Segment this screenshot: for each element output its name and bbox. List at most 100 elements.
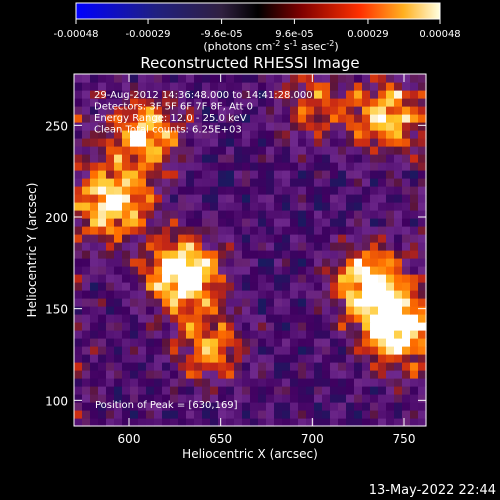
heatmap-cell bbox=[330, 170, 339, 179]
heatmap-cell bbox=[138, 90, 147, 99]
heatmap-cell bbox=[146, 82, 155, 91]
heatmap-cell bbox=[234, 194, 243, 203]
heatmap-cell bbox=[258, 202, 267, 211]
heatmap-cell bbox=[322, 242, 331, 251]
heatmap-cell bbox=[354, 98, 363, 107]
heatmap-cell bbox=[250, 378, 259, 387]
heatmap-cell bbox=[234, 146, 243, 155]
heatmap-cell bbox=[322, 218, 331, 227]
heatmap-cell bbox=[362, 410, 371, 419]
heatmap-cell bbox=[354, 378, 363, 387]
heatmap-cell bbox=[266, 82, 275, 91]
heatmap-cell bbox=[186, 82, 195, 91]
heatmap-cell bbox=[330, 146, 339, 155]
heatmap-cell bbox=[170, 170, 179, 179]
heatmap-cell bbox=[146, 258, 155, 267]
heatmap-cell bbox=[330, 234, 339, 243]
heatmap-cell bbox=[338, 98, 347, 107]
heatmap-cell bbox=[298, 234, 307, 243]
heatmap-cell bbox=[250, 98, 259, 107]
heatmap-cell bbox=[130, 370, 139, 379]
heatmap-cell bbox=[378, 362, 387, 371]
heatmap-cell bbox=[210, 290, 219, 299]
heatmap-cell bbox=[290, 162, 299, 171]
heatmap-cell bbox=[170, 250, 179, 259]
heatmap-cell bbox=[346, 386, 355, 395]
heatmap-cell bbox=[114, 402, 123, 411]
heatmap-cell bbox=[402, 410, 411, 419]
heatmap-cell bbox=[306, 226, 315, 235]
heatmap-cell bbox=[282, 146, 291, 155]
heatmap-cell bbox=[354, 258, 363, 267]
heatmap-cell bbox=[138, 346, 147, 355]
heatmap-cell bbox=[418, 162, 427, 171]
heatmap-cell bbox=[138, 330, 147, 339]
heatmap-cell bbox=[402, 234, 411, 243]
heatmap-cell bbox=[402, 194, 411, 203]
heatmap-cell bbox=[274, 370, 283, 379]
heatmap-cell bbox=[202, 154, 211, 163]
heatmap-cell bbox=[98, 90, 107, 99]
heatmap-cell bbox=[290, 202, 299, 211]
heatmap-cell bbox=[226, 130, 235, 139]
heatmap-cell bbox=[418, 258, 427, 267]
heatmap-cell bbox=[114, 306, 123, 315]
heatmap-cell bbox=[114, 234, 123, 243]
heatmap-cell bbox=[170, 418, 179, 427]
heatmap-cell bbox=[378, 266, 387, 275]
heatmap-cell bbox=[282, 258, 291, 267]
heatmap-cell bbox=[82, 306, 91, 315]
heatmap-cell bbox=[314, 226, 323, 235]
heatmap-cell bbox=[162, 210, 171, 219]
heatmap-cell bbox=[242, 330, 251, 339]
heatmap-cell bbox=[218, 410, 227, 419]
heatmap-cell bbox=[258, 322, 267, 331]
heatmap-cell bbox=[314, 362, 323, 371]
heatmap-cell bbox=[274, 394, 283, 403]
heatmap-cell bbox=[218, 402, 227, 411]
heatmap-cell bbox=[346, 306, 355, 315]
heatmap-cell bbox=[266, 410, 275, 419]
heatmap-cell bbox=[210, 234, 219, 243]
heatmap-cell bbox=[306, 330, 315, 339]
heatmap-cell bbox=[258, 338, 267, 347]
colorbar: -0.00048 -0.00029 -9.6e-05 9.6e-05 0.00029 0.… bbox=[54, 2, 461, 53]
heatmap-cell bbox=[178, 106, 187, 115]
heatmap-cell bbox=[354, 234, 363, 243]
heatmap-cell bbox=[402, 82, 411, 91]
heatmap-cell bbox=[226, 306, 235, 315]
heatmap-cell bbox=[338, 122, 347, 131]
heatmap-cell bbox=[90, 130, 99, 139]
heatmap-cell bbox=[98, 154, 107, 163]
heatmap-cell bbox=[418, 290, 427, 299]
heatmap-cell bbox=[170, 74, 179, 83]
heatmap-cell bbox=[250, 330, 259, 339]
heatmap-cell bbox=[202, 162, 211, 171]
heatmap-cell bbox=[82, 74, 91, 83]
heatmap-cell bbox=[242, 402, 251, 411]
heatmap-cell bbox=[98, 338, 107, 347]
heatmap-cell bbox=[146, 306, 155, 315]
heatmap-cell bbox=[202, 218, 211, 227]
heatmap-cell bbox=[410, 178, 419, 187]
heatmap-cell bbox=[218, 234, 227, 243]
heatmap-cell bbox=[394, 370, 403, 379]
heatmap-cell bbox=[178, 74, 187, 83]
heatmap-cell bbox=[338, 74, 347, 83]
heatmap-cell bbox=[226, 370, 235, 379]
heatmap-cell bbox=[178, 218, 187, 227]
heatmap-cell bbox=[362, 338, 371, 347]
heatmap-cell bbox=[266, 178, 275, 187]
heatmap-cell bbox=[306, 106, 315, 115]
heatmap-cell bbox=[74, 338, 83, 347]
heatmap-cell bbox=[322, 138, 331, 147]
heatmap-cell bbox=[242, 370, 251, 379]
heatmap-cell bbox=[282, 298, 291, 307]
heatmap-cell bbox=[266, 154, 275, 163]
heatmap-cell bbox=[346, 346, 355, 355]
heatmap-cell bbox=[170, 194, 179, 203]
heatmap-cell bbox=[354, 306, 363, 315]
heatmap-cell bbox=[394, 178, 403, 187]
heatmap-cell bbox=[186, 106, 195, 115]
heatmap-cell bbox=[82, 202, 91, 211]
